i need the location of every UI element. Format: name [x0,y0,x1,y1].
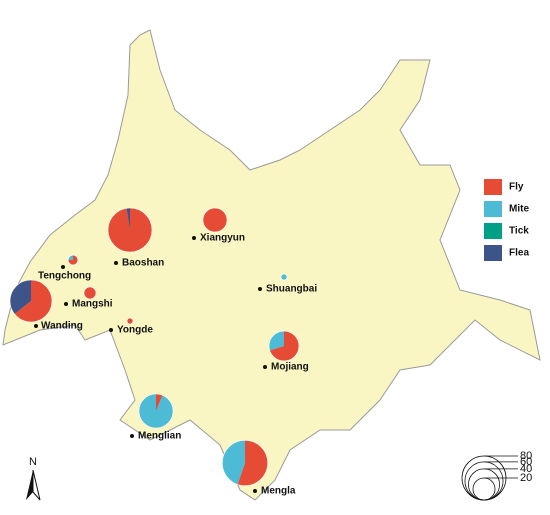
pie-slice [222,440,245,485]
pie-outline [280,273,288,281]
pie-slice [138,393,174,429]
scale-circle [464,461,504,501]
site-pie [280,273,288,281]
pie-slice [156,393,163,411]
pie-slice [83,286,97,300]
scale-label: 20 [520,472,532,484]
scale-circle [468,468,500,501]
legend-label: Mite [509,204,529,215]
legend-swatch [484,179,502,195]
pie-slice [202,207,228,233]
site-dot [130,434,134,438]
site-dot [258,287,262,291]
site-pie [9,279,53,323]
pie-slice [14,279,53,323]
legend-label: Flea [509,248,529,259]
site-dot [64,302,68,306]
site-label: Wanding [41,321,83,332]
legend-swatch [484,201,502,217]
pie-slice [269,331,284,351]
pie-slice [280,273,288,281]
site-pie [222,440,268,486]
site-label: Baoshan [122,258,164,269]
site-dot [61,265,65,269]
site-pie [83,286,97,300]
scale-circle [472,477,496,501]
site-dot [192,236,196,240]
site-pie [67,254,79,266]
north-label: N [29,456,37,468]
pie-slice [107,207,153,253]
site-pie [268,330,300,362]
site-label: Yongde [117,325,153,336]
legend-label: Tick [509,226,529,237]
pie-outline [222,440,268,486]
site-pie [138,393,174,429]
pie-outline [9,279,53,323]
pie-outline [107,207,153,253]
province-outline [2,29,541,501]
pie-slice [126,317,134,325]
legend-label: Fly [509,182,524,193]
pie-slice [269,331,299,361]
scale-label: 40 [520,463,532,475]
site-label: Menglian [138,431,181,442]
site-dot [109,328,113,332]
site-label: Mojiang [271,362,309,373]
site-label: Mengla [261,486,296,497]
site-dot [34,324,38,328]
site-pie [202,207,228,233]
north-arrow: N [26,456,41,501]
site-dot [263,365,267,369]
scale-label: 80 [520,450,532,462]
site-dot [114,261,118,265]
pie-outline [83,286,97,300]
site-pie [126,317,134,325]
scale-label: 60 [520,456,532,468]
pie-outline [126,317,134,325]
site-label: Shuangbai [266,284,317,295]
site-pie [107,207,153,253]
pie-outline [67,254,79,266]
pie-slice [237,440,268,486]
site-label: Tengchong [38,271,91,282]
legend-swatch [484,245,502,261]
pie-slice [9,279,31,315]
pie-outline [138,393,174,429]
site-label: Mangshi [72,299,113,310]
pie-outline [202,207,228,233]
legend-swatch [484,223,502,239]
site-dot [253,489,257,493]
site-label: Xiangyun [200,233,245,244]
pie-slice [68,255,73,260]
pie-outline [268,330,300,362]
pie-slice [126,207,130,230]
